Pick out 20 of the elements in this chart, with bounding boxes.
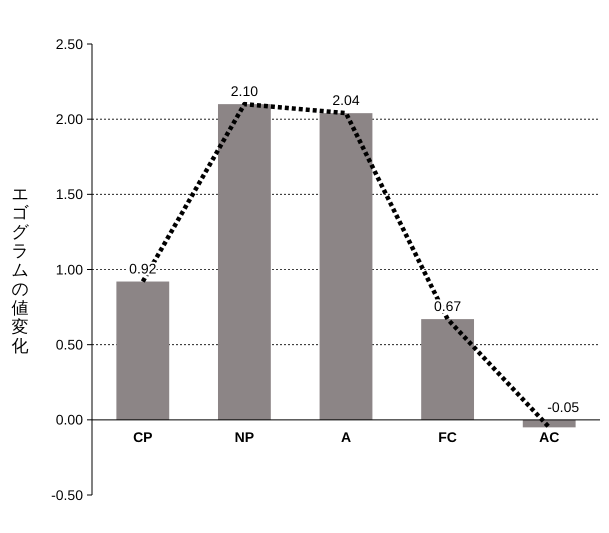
bar [116,282,170,420]
y-tick-label: 0.50 [56,336,84,353]
y-tick-label: 2.00 [56,111,84,128]
x-tick-label: FC [438,428,457,445]
y-tick-label: -0.50 [51,486,84,503]
y-tick-label: 2.50 [56,36,84,52]
y-tick-label: 1.50 [56,186,84,202]
x-tick-label: A [340,428,352,445]
y-tick-label: 0.00 [56,412,84,428]
bar [218,104,271,420]
data-label: -0.05 [547,398,580,415]
data-label: 2.04 [332,92,360,108]
data-label: 2.10 [230,83,258,100]
x-tick-label: AC [539,428,560,445]
x-tick-label: NP [234,428,254,445]
bar [421,319,474,420]
bar [320,113,372,420]
text: エゴグラムの値変化 [12,184,28,356]
x-tick-label: CP [133,428,153,445]
y-tick-label: 1.00 [56,261,84,278]
